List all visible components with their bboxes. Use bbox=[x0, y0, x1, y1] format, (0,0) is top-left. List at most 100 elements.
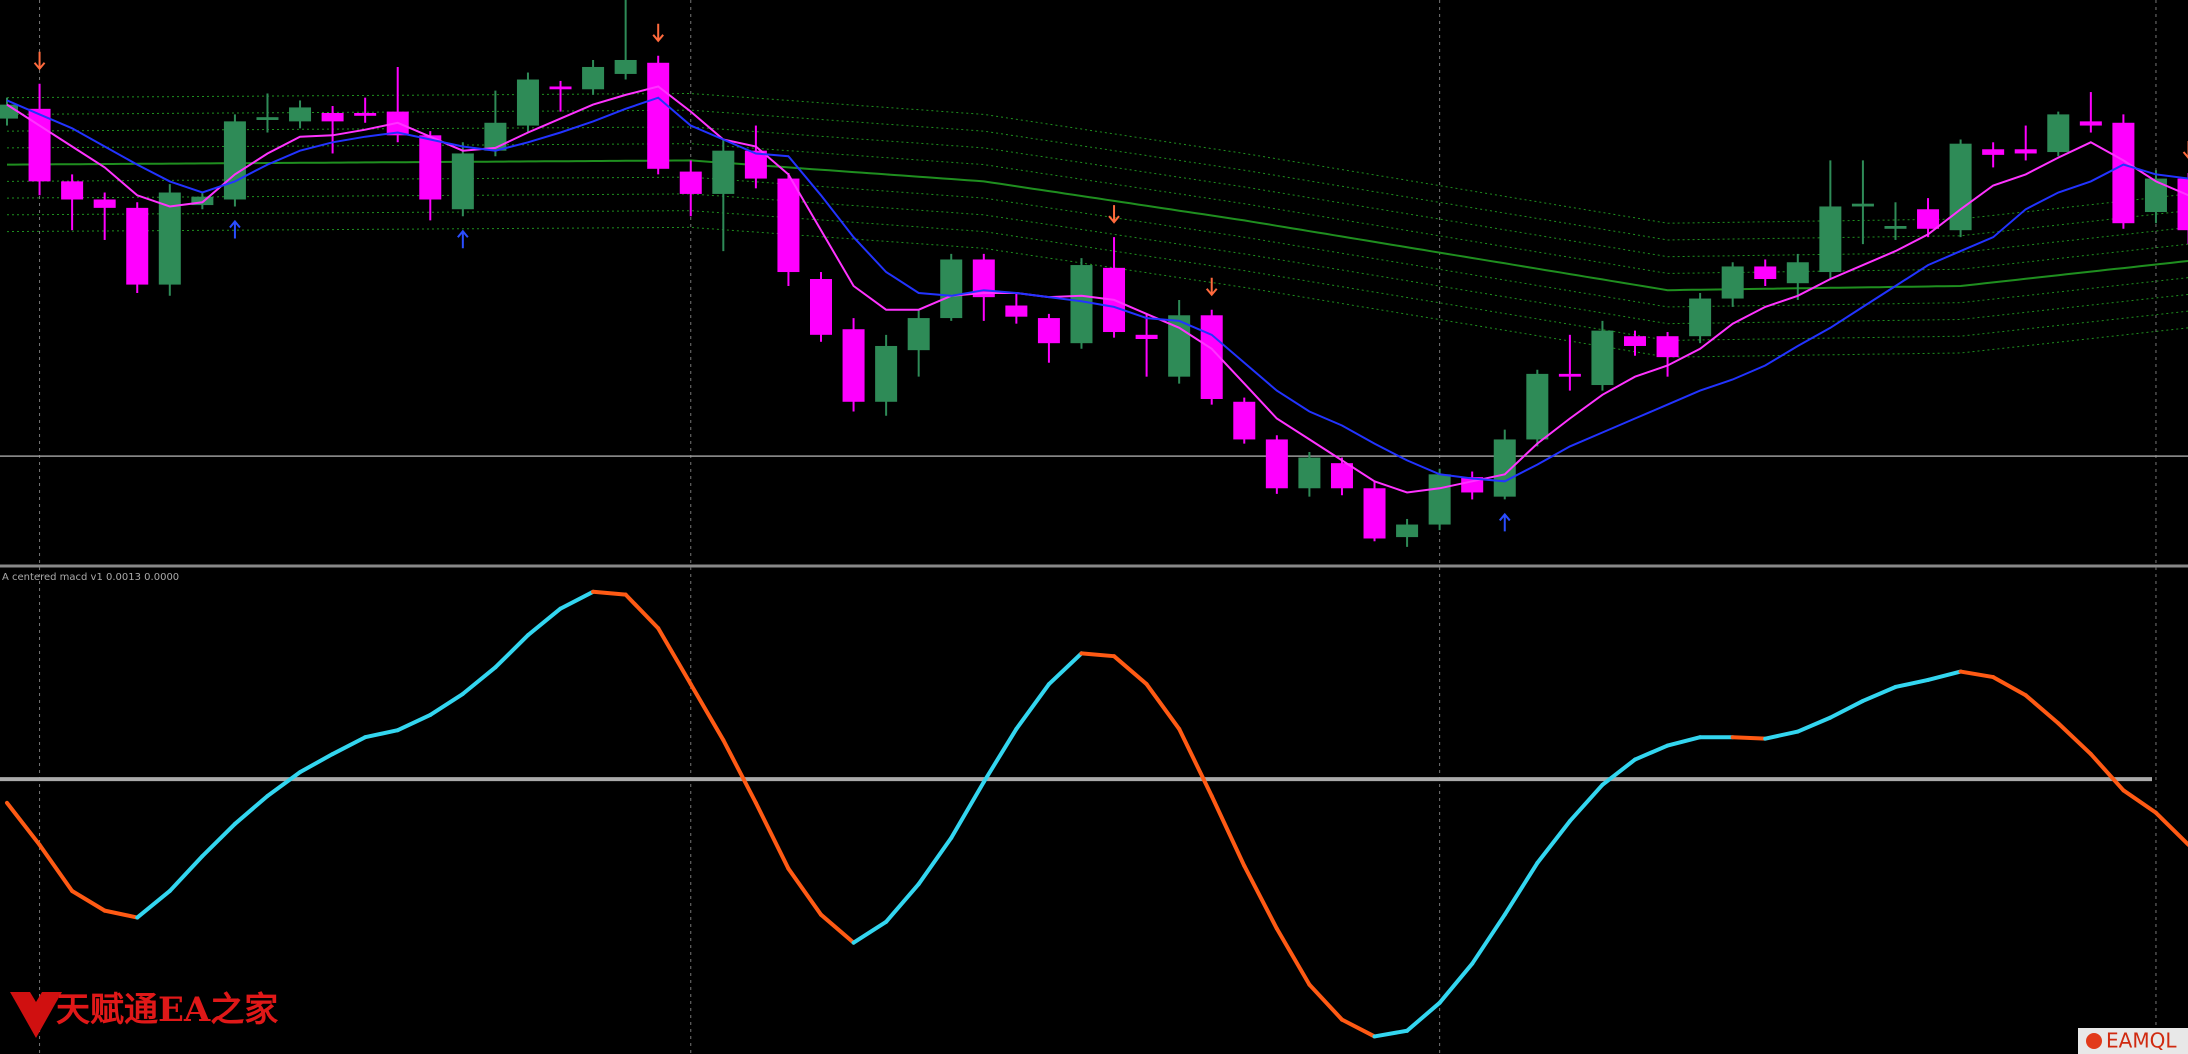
macd-segment bbox=[819, 912, 856, 945]
macd-segment bbox=[1209, 793, 1247, 868]
macd-segment bbox=[2088, 752, 2126, 793]
candle-body bbox=[1005, 305, 1028, 317]
macd-segment bbox=[265, 770, 303, 798]
macd-segment bbox=[1730, 735, 1768, 741]
candle-body bbox=[1428, 474, 1451, 525]
macd-segment bbox=[1437, 961, 1475, 1005]
candle-body bbox=[93, 199, 116, 208]
buy-arrow bbox=[457, 229, 469, 249]
candle-body bbox=[1135, 334, 1158, 339]
candle-body bbox=[842, 329, 865, 402]
candle-body bbox=[1526, 373, 1549, 440]
macd-segment bbox=[1112, 654, 1149, 687]
watermark: 天赋通EA之家 bbox=[56, 990, 278, 1030]
candle-body bbox=[1330, 463, 1353, 489]
macd-segment bbox=[1600, 757, 1637, 787]
moving-average bbox=[6, 85, 2188, 494]
macd-segment bbox=[688, 682, 726, 743]
macd-segment bbox=[2121, 788, 2158, 815]
candle-body bbox=[1298, 457, 1321, 489]
macd-segment bbox=[949, 779, 986, 840]
macd-segment bbox=[981, 726, 1019, 784]
candle-body bbox=[1689, 298, 1712, 337]
candle-body bbox=[484, 122, 507, 151]
candle-body bbox=[549, 86, 572, 90]
macd-segment bbox=[591, 589, 628, 597]
macd-segment bbox=[1470, 912, 1507, 966]
candle-body bbox=[2144, 178, 2167, 213]
macd-segment bbox=[721, 738, 758, 805]
macd-segment bbox=[200, 821, 237, 859]
macd-segment bbox=[428, 691, 465, 717]
macd-segment bbox=[1633, 743, 1670, 762]
candle-body bbox=[1591, 330, 1614, 386]
macd-segment bbox=[1372, 1028, 1410, 1039]
watermark-group: 天赋通EA之家 bbox=[10, 990, 278, 1038]
macd-segment bbox=[525, 606, 563, 638]
macd-segment bbox=[1144, 682, 1182, 731]
macd-segment bbox=[558, 589, 596, 611]
candle-body bbox=[223, 121, 246, 200]
macd-segment bbox=[2023, 693, 2061, 726]
macd-segment bbox=[1046, 651, 1084, 687]
candle-body bbox=[875, 345, 898, 402]
macd-segment bbox=[167, 854, 205, 893]
candle-body bbox=[191, 196, 214, 206]
candle-body bbox=[810, 279, 832, 335]
candle-body bbox=[1037, 318, 1060, 344]
candle-body bbox=[451, 153, 474, 210]
macd-segment bbox=[1926, 669, 1963, 682]
candle-body bbox=[158, 192, 181, 285]
macd-segment bbox=[884, 882, 921, 924]
macd-segment bbox=[1958, 669, 1996, 680]
candle-body bbox=[777, 178, 800, 273]
macd-segment bbox=[753, 800, 791, 871]
macd-segment bbox=[1665, 735, 1703, 748]
sell-arrow bbox=[1108, 205, 1120, 224]
candle-body bbox=[419, 135, 442, 200]
candle-body bbox=[1200, 315, 1223, 399]
band-center bbox=[7, 159, 2188, 292]
macd-segment bbox=[851, 919, 889, 945]
candle-body bbox=[61, 181, 84, 200]
candle-body bbox=[744, 150, 767, 179]
macd-segment bbox=[395, 712, 433, 733]
watermark-icon bbox=[10, 992, 62, 1038]
candle-body bbox=[1884, 226, 1907, 229]
candle-body bbox=[1721, 266, 1744, 299]
candle-body bbox=[28, 108, 51, 182]
candle-body bbox=[126, 207, 149, 285]
candle-body bbox=[1624, 336, 1646, 346]
candle-body bbox=[1754, 266, 1777, 280]
macd-segment bbox=[1535, 819, 1572, 866]
macd-segment bbox=[1339, 1017, 1377, 1039]
macd-segment bbox=[786, 866, 823, 917]
candle-body bbox=[2177, 178, 2188, 231]
macd-segment bbox=[5, 800, 42, 847]
candle-body bbox=[2112, 122, 2135, 224]
candle-body bbox=[1233, 401, 1256, 440]
candle-body bbox=[679, 171, 702, 194]
macd-segment bbox=[1828, 698, 1865, 720]
macd-segment bbox=[623, 592, 661, 631]
logo-icon bbox=[2086, 1033, 2102, 1049]
candle-body bbox=[712, 150, 735, 194]
candle-body bbox=[354, 113, 377, 116]
macd-segment bbox=[1991, 675, 2028, 698]
candle-body bbox=[907, 318, 930, 351]
macd-segment bbox=[1177, 726, 1214, 798]
sell-arrow bbox=[33, 51, 46, 71]
candle-body bbox=[1982, 149, 2005, 155]
sell-arrow bbox=[2182, 140, 2188, 159]
candle-body bbox=[972, 259, 995, 298]
macd-segment bbox=[1763, 729, 1800, 741]
candle-body bbox=[2047, 114, 2070, 153]
macd-segment bbox=[37, 842, 75, 893]
buy-arrow bbox=[229, 219, 241, 239]
macd-segment bbox=[70, 888, 107, 913]
macd-segment bbox=[232, 793, 270, 826]
candle-body bbox=[289, 107, 312, 122]
candle-body bbox=[1819, 206, 1842, 273]
